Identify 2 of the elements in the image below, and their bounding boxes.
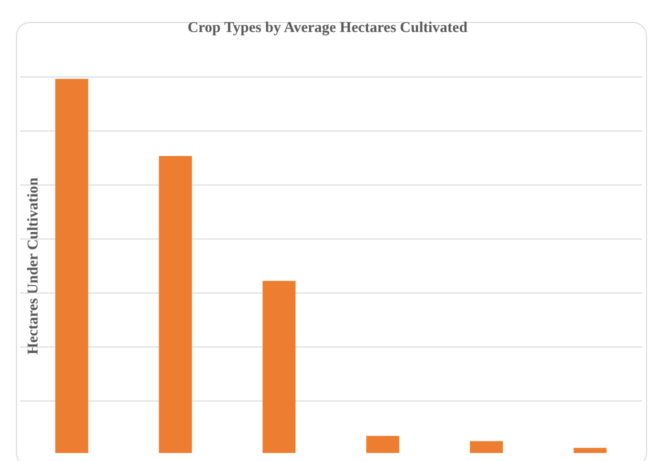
chart-title: Crop Types by Average Hectares Cultivated xyxy=(186,20,468,37)
y-axis-title: Hectares Under Cultivation xyxy=(26,178,42,354)
